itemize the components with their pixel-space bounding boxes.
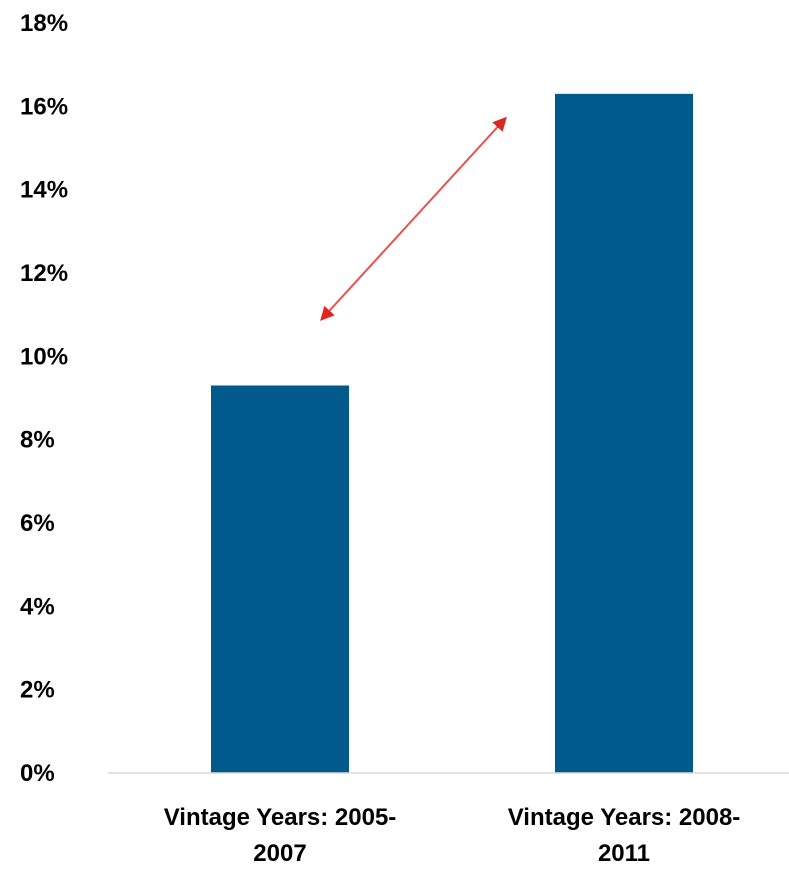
x-category-label: Vintage Years: 2005- 2007 bbox=[164, 804, 397, 867]
x-category-label: Vintage Years: 2008- 2011 bbox=[508, 804, 741, 867]
x-category-label-line: 2011 bbox=[598, 840, 650, 867]
y-tick-label: 12% bbox=[20, 260, 68, 287]
y-tick-label: 14% bbox=[20, 177, 68, 204]
bar bbox=[555, 93, 693, 774]
x-category-label-line: Vintage Years: 2008- bbox=[508, 804, 741, 831]
x-category-label-line: 2007 bbox=[253, 840, 306, 867]
y-tick-label: 10% bbox=[20, 343, 68, 370]
y-tick-label: 0% bbox=[20, 760, 55, 787]
y-tick-label: 18% bbox=[20, 10, 68, 37]
y-tick-label: 4% bbox=[20, 593, 55, 620]
y-axis: 0% 2% 4% 6% 8% 10% 12% 14% 16% 18% bbox=[20, 10, 68, 787]
y-tick-label: 2% bbox=[20, 677, 55, 704]
y-tick-label: 6% bbox=[20, 510, 55, 537]
x-category-label-line: Vintage Years: 2005- bbox=[164, 804, 397, 831]
bars bbox=[211, 93, 693, 774]
double-arrow-annotation bbox=[320, 116, 507, 321]
y-tick-label: 8% bbox=[20, 427, 55, 454]
y-tick-label: 16% bbox=[20, 93, 68, 120]
bar bbox=[211, 385, 349, 773]
